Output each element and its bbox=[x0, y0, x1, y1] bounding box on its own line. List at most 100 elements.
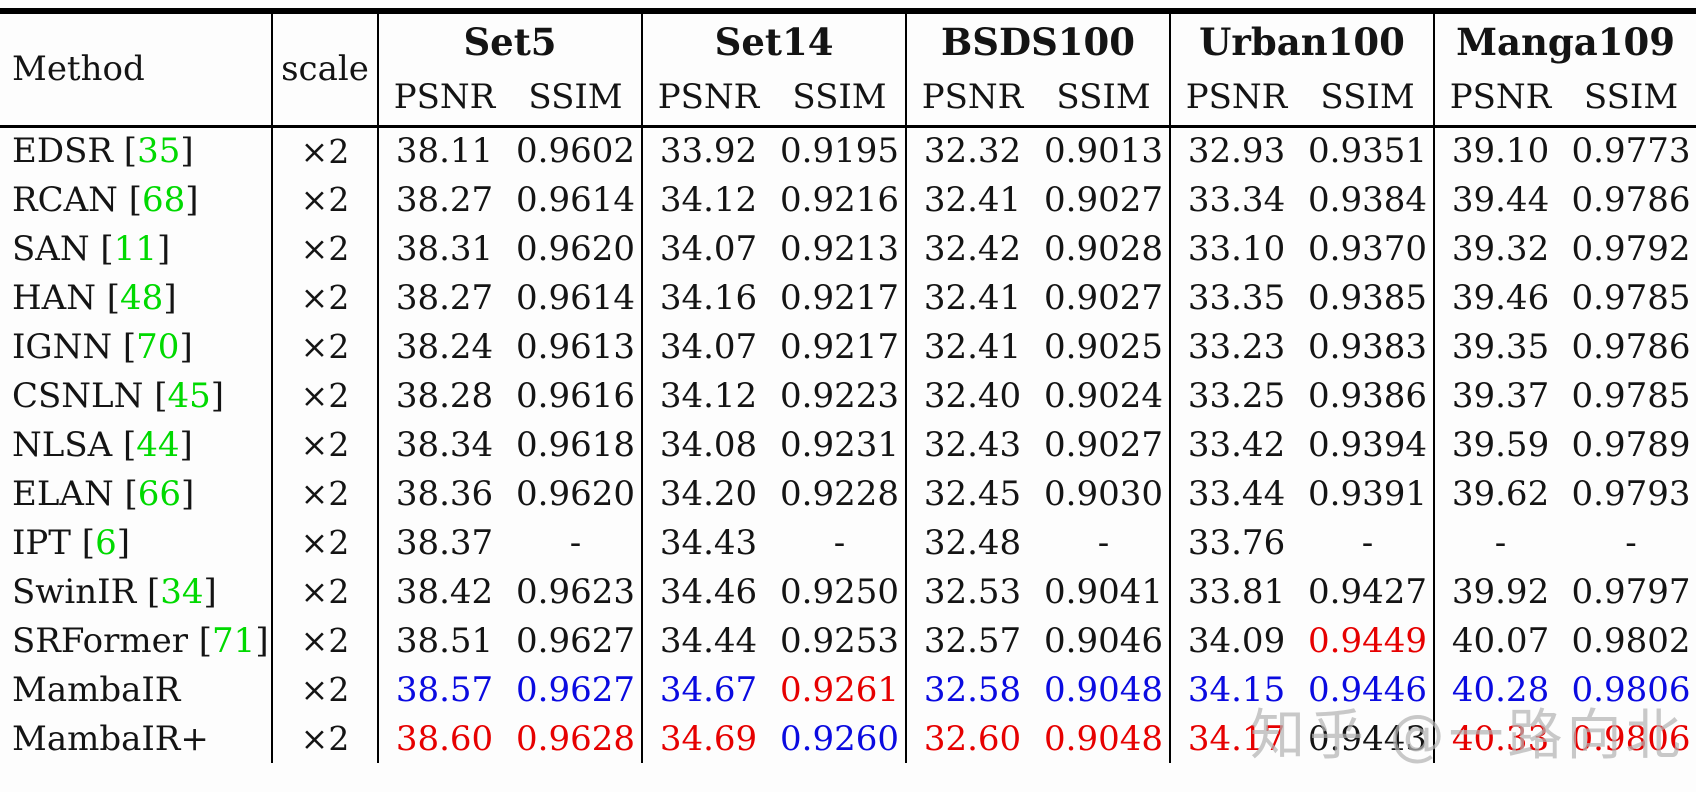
ssim-cell: 0.9027 bbox=[1044, 424, 1163, 465]
ssim-cell: 0.9383 bbox=[1308, 326, 1428, 367]
psnr-cell: 34.12 bbox=[641, 175, 775, 224]
ssim-cell: 0.9789 bbox=[1571, 424, 1691, 465]
table-body: EDSR [35] ×2 38.11 0.9602 33.92 0.9195 32.32 0.… bbox=[0, 126, 1696, 763]
ssim-cell: 0.9048 bbox=[1044, 669, 1163, 710]
psnr-cell: 39.46 bbox=[1433, 273, 1567, 322]
scale-cell: ×2 bbox=[271, 322, 378, 371]
psnr-cell: 34.46 bbox=[641, 567, 775, 616]
ssim-cell: 0.9806 bbox=[1571, 669, 1691, 710]
dataset-header: Set14 bbox=[641, 14, 907, 70]
table-row: EDSR [35] ×2 38.11 0.9602 33.92 0.9195 32.32 0.… bbox=[0, 126, 1696, 175]
scale-cell: ×2 bbox=[271, 518, 378, 567]
metric-header-row: PSNR SSIM PSNR SSIM PSNR SSIM PSNR SSIM PSNR SSIM bbox=[0, 70, 1696, 126]
scale-cell: ×2 bbox=[271, 224, 378, 273]
table-row: MambaIR ×2 38.57 0.9627 34.67 0.9261 32.58 0.90… bbox=[0, 665, 1696, 714]
psnr-cell: 39.35 bbox=[1433, 322, 1567, 371]
ssim-cell: 0.9785 bbox=[1571, 375, 1691, 416]
citation-ref: 35 bbox=[137, 131, 181, 172]
psnr-cell: 32.45 bbox=[905, 469, 1039, 518]
metric-header: PSNR bbox=[641, 70, 775, 126]
ssim-cell: 0.9370 bbox=[1308, 228, 1428, 269]
dataset-header: Urban100 bbox=[1169, 14, 1435, 70]
ssim-cell: 0.9048 bbox=[1044, 718, 1163, 759]
psnr-cell: 34.20 bbox=[641, 469, 775, 518]
ssim-cell: 0.9613 bbox=[516, 326, 635, 367]
ssim-cell: 0.9614 bbox=[516, 277, 635, 318]
psnr-cell: 33.42 bbox=[1169, 420, 1303, 469]
psnr-cell: 32.53 bbox=[905, 567, 1039, 616]
method-cell: RCAN [68] bbox=[12, 179, 199, 220]
psnr-cell: 39.37 bbox=[1433, 371, 1567, 420]
ssim-cell: 0.9253 bbox=[780, 620, 899, 661]
citation-ref: 71 bbox=[212, 620, 256, 661]
table-row: NLSA [44] ×2 38.34 0.9618 34.08 0.9231 32.43 0.… bbox=[0, 420, 1696, 469]
ssim-cell: 0.9620 bbox=[516, 228, 635, 269]
table-row: MambaIR+ ×2 38.60 0.9628 34.69 0.9260 32.60 0.9… bbox=[0, 714, 1696, 763]
table-row: SAN [11] ×2 38.31 0.9620 34.07 0.9213 32.42 0.9… bbox=[0, 224, 1696, 273]
ssim-cell: 0.9250 bbox=[780, 571, 899, 612]
dataset-header-row: Method scale Set5 Set14 BSDS100 Urban100 Man… bbox=[0, 14, 1696, 126]
dataset-header: Manga109 bbox=[1433, 14, 1696, 70]
psnr-cell: 32.48 bbox=[905, 518, 1039, 567]
psnr-cell: 39.44 bbox=[1433, 175, 1567, 224]
method-cell: EDSR [35] bbox=[12, 131, 194, 172]
psnr-cell: 32.60 bbox=[905, 714, 1039, 763]
top-rule bbox=[0, 8, 1696, 14]
ssim-cell: 0.9030 bbox=[1044, 473, 1163, 514]
citation-ref: 34 bbox=[160, 571, 204, 612]
psnr-cell: 34.16 bbox=[641, 273, 775, 322]
psnr-cell: 39.92 bbox=[1433, 567, 1567, 616]
scale-cell: ×2 bbox=[271, 469, 378, 518]
psnr-cell: 34.17 bbox=[1169, 714, 1303, 763]
table-row: SwinIR [34] ×2 38.42 0.9623 34.46 0.9250 32.53… bbox=[0, 567, 1696, 616]
metric-header: PSNR bbox=[1433, 70, 1567, 126]
ssim-cell: 0.9385 bbox=[1308, 277, 1428, 318]
psnr-cell: 34.67 bbox=[641, 665, 775, 714]
psnr-cell: 33.23 bbox=[1169, 322, 1303, 371]
scale-cell: ×2 bbox=[271, 616, 378, 665]
psnr-cell: - bbox=[1433, 518, 1567, 567]
ssim-cell: 0.9351 bbox=[1308, 131, 1428, 172]
ssim-cell: 0.9217 bbox=[780, 277, 899, 318]
ssim-cell: 0.9027 bbox=[1044, 179, 1163, 220]
method-cell: IGNN [70] bbox=[12, 326, 193, 367]
ssim-cell: 0.9449 bbox=[1308, 620, 1428, 661]
metric-header: SSIM bbox=[792, 77, 887, 118]
scale-cell: ×2 bbox=[271, 665, 378, 714]
citation-ref: 6 bbox=[95, 522, 117, 563]
psnr-cell: 32.43 bbox=[905, 420, 1039, 469]
psnr-cell: 39.59 bbox=[1433, 420, 1567, 469]
ssim-cell: 0.9793 bbox=[1571, 473, 1691, 514]
ssim-cell: 0.9802 bbox=[1571, 620, 1691, 661]
ssim-cell: 0.9028 bbox=[1044, 228, 1163, 269]
dataset-header: BSDS100 bbox=[905, 14, 1171, 70]
psnr-cell: 34.69 bbox=[641, 714, 775, 763]
psnr-cell: 32.58 bbox=[905, 665, 1039, 714]
psnr-cell: 40.28 bbox=[1433, 665, 1567, 714]
ssim-cell: - bbox=[1625, 522, 1637, 563]
psnr-cell: 33.92 bbox=[641, 126, 775, 175]
metric-header: SSIM bbox=[1320, 77, 1415, 118]
method-column-header: Method bbox=[12, 49, 145, 90]
ssim-cell: 0.9785 bbox=[1571, 277, 1691, 318]
method-cell: ELAN [66] bbox=[12, 473, 195, 514]
method-cell: NLSA [44] bbox=[12, 424, 193, 465]
ssim-cell: 0.9427 bbox=[1308, 571, 1428, 612]
psnr-cell: 38.51 bbox=[377, 616, 510, 665]
psnr-cell: 33.76 bbox=[1169, 518, 1303, 567]
psnr-cell: 40.07 bbox=[1433, 616, 1567, 665]
psnr-cell: 39.32 bbox=[1433, 224, 1567, 273]
scale-cell: ×2 bbox=[271, 371, 378, 420]
psnr-cell: 38.24 bbox=[377, 322, 510, 371]
ssim-cell: 0.9792 bbox=[1571, 228, 1691, 269]
psnr-cell: 38.27 bbox=[377, 273, 510, 322]
psnr-cell: 32.40 bbox=[905, 371, 1039, 420]
ssim-cell: 0.9228 bbox=[780, 473, 899, 514]
table-row: IGNN [70] ×2 38.24 0.9613 34.07 0.9217 32.41 0.… bbox=[0, 322, 1696, 371]
psnr-cell: 40.33 bbox=[1433, 714, 1567, 763]
psnr-cell: 32.42 bbox=[905, 224, 1039, 273]
psnr-cell: 33.34 bbox=[1169, 175, 1303, 224]
table-row: ELAN [66] ×2 38.36 0.9620 34.20 0.9228 32.45 0.… bbox=[0, 469, 1696, 518]
psnr-cell: 34.08 bbox=[641, 420, 775, 469]
